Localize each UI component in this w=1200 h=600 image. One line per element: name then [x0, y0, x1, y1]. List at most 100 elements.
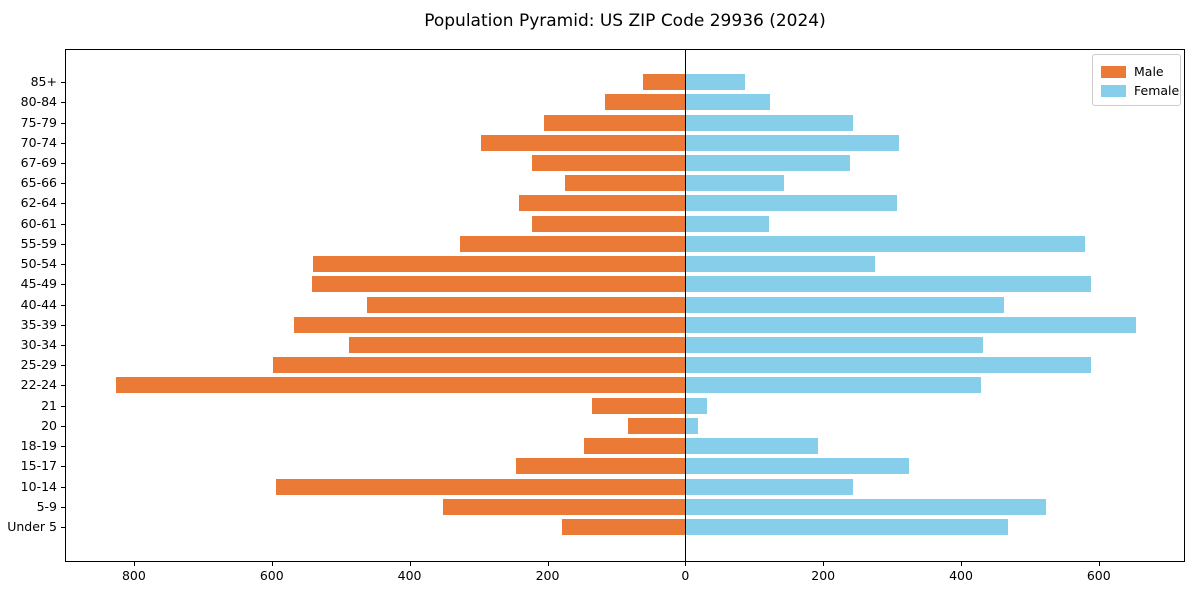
y-tick-mark	[61, 122, 65, 124]
y-tick-label: 75-79	[20, 114, 57, 130]
y-tick-mark	[61, 385, 65, 387]
y-tick-label: 20	[41, 417, 57, 433]
y-tick-label: 40-44	[20, 296, 57, 312]
y-tick-label: 35-39	[20, 316, 57, 332]
y-tick-mark	[61, 304, 65, 306]
bar-female-65-66	[685, 175, 785, 192]
y-tick-label: Under 5	[7, 519, 57, 534]
bar-female-Under 5	[685, 519, 1008, 535]
x-tick-label: 600	[259, 568, 284, 583]
y-tick-mark	[61, 425, 65, 427]
x-tick-label: 400	[397, 568, 422, 583]
male-swatch-icon	[1101, 65, 1126, 78]
y-tick-mark	[61, 142, 65, 144]
bar-male-10-14	[275, 478, 686, 495]
bar-male-80-84	[605, 94, 686, 111]
x-tick-mark	[547, 562, 549, 566]
legend: Male Female	[1092, 54, 1181, 106]
y-tick-label: 18-19	[20, 438, 57, 454]
bar-male-15-17	[515, 458, 686, 475]
y-tick-mark	[61, 486, 65, 488]
y-tick-mark	[61, 466, 65, 468]
chart-title: Population Pyramid: US ZIP Code 29936 (2…	[424, 11, 826, 31]
y-tick-mark	[61, 345, 65, 346]
bar-female-15-17	[685, 458, 910, 475]
x-tick-label: 200	[811, 568, 836, 583]
y-tick-mark	[61, 506, 65, 508]
y-tick-label: 80-84	[20, 94, 57, 110]
bar-female-80-84	[685, 94, 771, 111]
y-tick-mark	[61, 203, 65, 205]
y-tick-mark	[61, 284, 65, 286]
bar-female-62-64	[685, 195, 897, 212]
bar-male-22-24	[116, 377, 686, 394]
y-tick-mark	[61, 183, 65, 185]
y-tick-label: 45-49	[20, 276, 57, 292]
bar-female-25-29	[685, 357, 1092, 374]
y-tick-mark	[61, 264, 65, 265]
bar-female-30-34	[685, 337, 983, 353]
bar-female-10-14	[685, 478, 854, 495]
bar-female-21	[685, 397, 708, 414]
bar-male-50-54	[313, 256, 686, 272]
x-tick-label: 200	[535, 568, 560, 583]
bar-male-85+	[642, 74, 686, 90]
bar-female-5-9	[685, 498, 1046, 515]
x-tick-mark	[1098, 562, 1100, 566]
y-tick-label: 70-74	[20, 134, 57, 150]
y-tick-mark	[61, 243, 65, 245]
y-tick-label: 5-9	[36, 498, 57, 514]
bar-male-60-61	[532, 215, 686, 232]
bar-male-70-74	[480, 134, 686, 151]
legend-item-female: Female	[1101, 81, 1179, 100]
x-tick-label: 0	[681, 568, 690, 583]
bar-female-22-24	[685, 377, 981, 394]
bar-female-35-39	[685, 316, 1137, 333]
bar-male-20	[628, 417, 686, 434]
x-tick-label: 800	[121, 568, 146, 583]
y-tick-label: 67-69	[20, 154, 57, 170]
zero-axis-line	[685, 49, 687, 562]
bar-male-45-49	[311, 276, 686, 293]
y-tick-mark	[61, 223, 65, 225]
y-tick-mark	[61, 102, 65, 104]
bar-male-67-69	[531, 154, 686, 171]
y-tick-label: 85+	[30, 74, 57, 89]
y-tick-mark	[61, 365, 65, 367]
bar-female-50-54	[685, 256, 876, 272]
x-tick-mark	[409, 562, 411, 566]
y-tick-label: 55-59	[20, 235, 57, 251]
y-tick-mark	[61, 405, 65, 407]
bar-female-40-44	[685, 296, 1005, 313]
y-tick-label: 22-24	[20, 377, 57, 393]
bar-male-65-66	[565, 175, 686, 192]
y-tick-label: 15-17	[20, 458, 57, 474]
bar-male-75-79	[544, 114, 686, 131]
legend-label-male: Male	[1134, 64, 1164, 79]
bar-female-18-19	[685, 438, 818, 455]
x-tick-mark	[823, 562, 825, 566]
bar-male-21	[591, 397, 686, 414]
y-tick-mark	[61, 527, 65, 528]
bar-male-55-59	[459, 235, 686, 252]
bar-female-60-61	[685, 215, 769, 232]
y-tick-mark	[61, 82, 65, 83]
bar-female-67-69	[685, 154, 850, 171]
x-tick-label: 400	[949, 568, 973, 583]
bar-female-20	[685, 417, 698, 434]
plot-area	[65, 49, 1185, 562]
x-tick-mark	[133, 562, 135, 566]
bar-male-35-39	[293, 316, 686, 333]
bar-female-45-49	[685, 276, 1091, 293]
bar-male-18-19	[584, 438, 686, 455]
y-tick-mark	[61, 446, 65, 448]
bar-female-70-74	[685, 134, 899, 151]
y-tick-mark	[61, 162, 65, 164]
bar-female-75-79	[685, 114, 853, 131]
x-tick-mark	[271, 562, 273, 566]
y-tick-label: 62-64	[20, 195, 57, 211]
y-tick-label: 65-66	[20, 175, 57, 191]
x-tick-mark	[961, 562, 962, 566]
female-swatch-icon	[1101, 84, 1126, 97]
